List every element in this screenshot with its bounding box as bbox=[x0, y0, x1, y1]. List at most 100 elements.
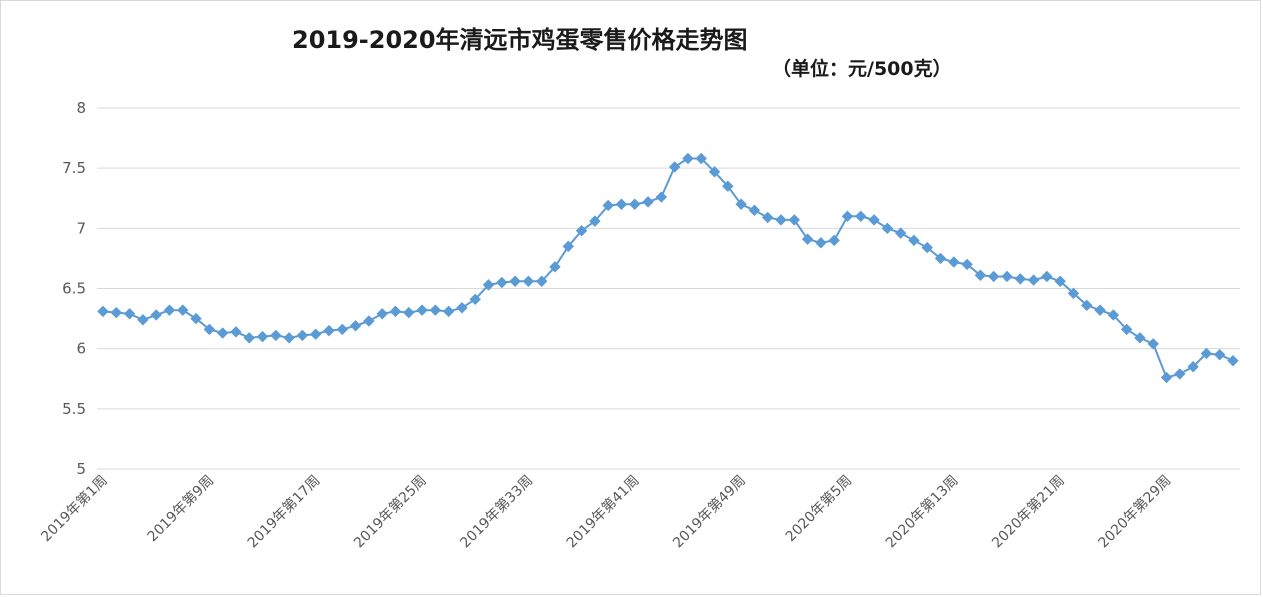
chart-title: 2019-2020年清远市鸡蛋零售价格走势图 bbox=[292, 26, 748, 54]
data-point-marker bbox=[602, 199, 614, 212]
data-point-marker bbox=[668, 161, 681, 173]
data-point-marker bbox=[761, 211, 774, 224]
data-point-marker bbox=[948, 256, 960, 268]
data-point-marker bbox=[456, 302, 468, 314]
data-point-marker bbox=[695, 152, 707, 165]
data-point-marker bbox=[562, 240, 575, 253]
data-point-marker bbox=[1120, 323, 1133, 336]
data-point-marker bbox=[1134, 332, 1146, 344]
data-point-marker bbox=[655, 191, 668, 203]
data-point-marker bbox=[496, 276, 508, 289]
data-point-marker bbox=[708, 166, 721, 178]
y-tick-label: 6 bbox=[76, 340, 86, 358]
x-tick-label: 2019年第17周 bbox=[244, 472, 324, 552]
data-point-marker bbox=[682, 152, 694, 165]
data-point-marker bbox=[243, 332, 255, 344]
y-tick-label: 7 bbox=[76, 219, 86, 237]
x-tick-label: 2019年第9周 bbox=[144, 472, 217, 545]
series-line bbox=[102, 157, 1234, 379]
data-point-marker bbox=[163, 304, 176, 316]
x-tick-label: 2019年第25周 bbox=[350, 472, 430, 552]
data-point-marker bbox=[615, 198, 628, 210]
x-tick-label: 2019年第33周 bbox=[457, 472, 537, 552]
data-point-marker bbox=[815, 237, 827, 249]
data-point-marker bbox=[349, 320, 362, 332]
data-point-marker bbox=[589, 215, 601, 227]
data-point-marker bbox=[801, 233, 814, 245]
data-point-marker bbox=[908, 234, 920, 247]
data-point-marker bbox=[1227, 354, 1239, 367]
y-tick-label: 5 bbox=[76, 460, 86, 478]
data-point-marker bbox=[1067, 287, 1080, 300]
data-point-marker bbox=[416, 304, 428, 316]
data-point-marker bbox=[934, 252, 947, 265]
data-point-marker bbox=[1054, 275, 1066, 287]
data-point-marker bbox=[137, 314, 149, 326]
data-point-marker bbox=[230, 326, 242, 338]
data-point-marker bbox=[1214, 348, 1226, 361]
data-point-marker bbox=[1187, 361, 1199, 373]
data-point-marker bbox=[1107, 309, 1120, 321]
data-point-marker bbox=[921, 241, 933, 254]
data-point-marker bbox=[1200, 347, 1213, 360]
data-point-marker bbox=[642, 196, 654, 208]
data-point-marker bbox=[855, 210, 867, 223]
data-point-marker bbox=[123, 308, 136, 320]
data-point-marker bbox=[535, 275, 548, 287]
data-point-marker bbox=[1014, 273, 1026, 285]
data-point-marker bbox=[841, 210, 854, 223]
data-point-marker bbox=[429, 304, 442, 316]
data-point-marker bbox=[442, 305, 455, 318]
x-tick-label: 2020年第5周 bbox=[782, 472, 855, 545]
data-point-marker bbox=[203, 323, 216, 336]
data-point-marker bbox=[788, 214, 801, 226]
data-point-marker bbox=[216, 327, 229, 339]
data-point-marker bbox=[748, 204, 761, 216]
data-point-marker bbox=[389, 305, 402, 318]
data-point-marker bbox=[376, 308, 388, 320]
data-point-marker bbox=[469, 293, 481, 306]
data-point-marker bbox=[629, 198, 641, 210]
data-point-marker bbox=[110, 306, 123, 319]
data-point-marker bbox=[296, 329, 309, 342]
data-point-marker bbox=[881, 222, 894, 235]
data-point-marker bbox=[1027, 274, 1040, 286]
data-point-marker bbox=[575, 225, 588, 237]
data-point-marker bbox=[150, 309, 162, 321]
data-point-marker bbox=[522, 275, 535, 287]
y-tick-label: 6.5 bbox=[62, 280, 86, 298]
data-point-marker bbox=[363, 315, 375, 327]
data-point-marker bbox=[323, 324, 335, 337]
data-point-marker bbox=[1174, 368, 1186, 380]
data-point-marker bbox=[1094, 304, 1106, 316]
data-point-marker bbox=[961, 258, 973, 271]
x-tick-label: 2020年第29周 bbox=[1095, 472, 1175, 552]
y-tick-label: 5.5 bbox=[62, 400, 86, 418]
chart-unit-subtitle: （单位：元/500克） bbox=[772, 58, 952, 80]
x-tick-label: 2019年第41周 bbox=[563, 472, 643, 552]
data-point-marker bbox=[190, 312, 202, 325]
data-point-marker bbox=[482, 279, 495, 291]
data-point-marker bbox=[1160, 371, 1173, 384]
data-point-marker bbox=[828, 234, 840, 247]
data-point-marker bbox=[509, 275, 521, 287]
data-point-marker bbox=[775, 214, 787, 226]
data-point-marker bbox=[974, 269, 987, 281]
data-point-marker bbox=[549, 261, 561, 273]
data-point-marker bbox=[1081, 299, 1093, 312]
data-point-marker bbox=[403, 306, 415, 319]
x-tick-label: 2020年第21周 bbox=[988, 472, 1068, 552]
data-point-marker bbox=[336, 323, 349, 336]
data-point-marker bbox=[283, 332, 295, 344]
data-point-marker bbox=[735, 198, 747, 210]
y-tick-label: 7.5 bbox=[62, 159, 86, 177]
data-point-marker bbox=[1041, 270, 1053, 283]
data-point-marker bbox=[1147, 338, 1159, 350]
data-point-marker bbox=[177, 304, 189, 316]
x-tick-label: 2020年第13周 bbox=[882, 472, 962, 552]
x-tick-label: 2019年第1周 bbox=[38, 472, 111, 545]
y-tick-label: 8 bbox=[76, 99, 86, 117]
data-point-marker bbox=[868, 214, 880, 226]
